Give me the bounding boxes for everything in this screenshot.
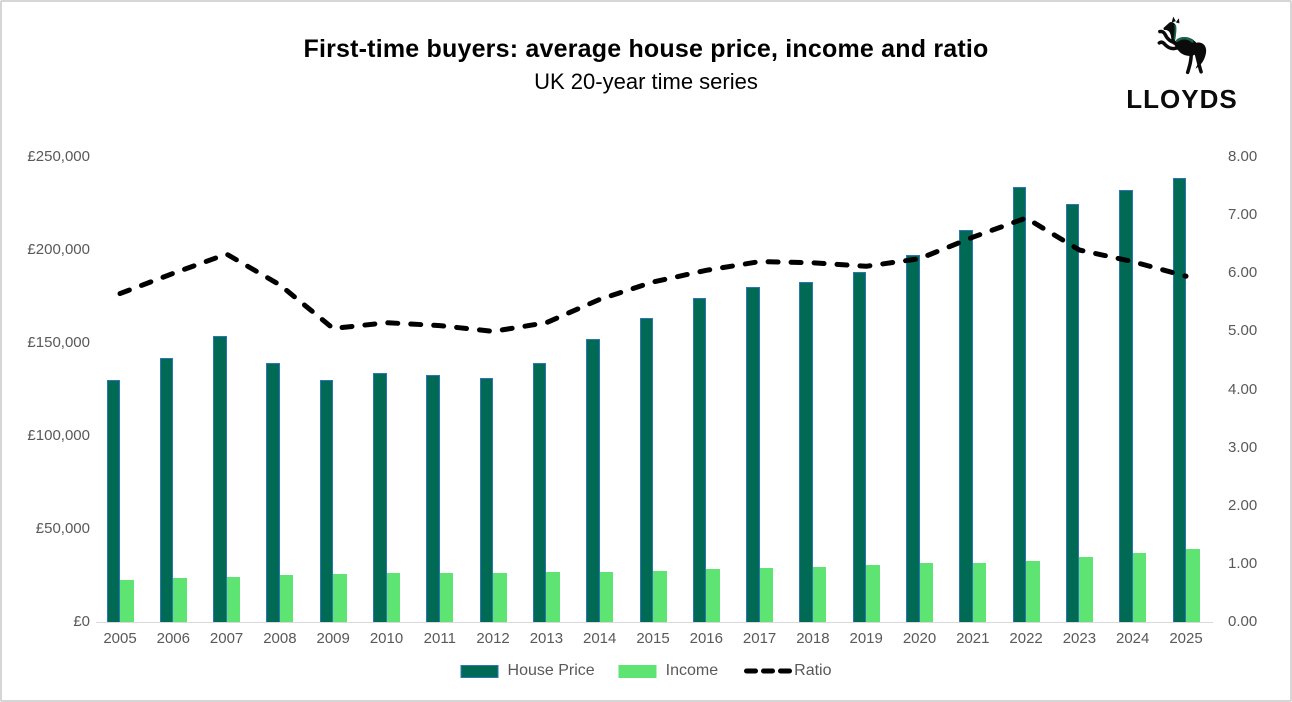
y-axis-tick-label-left: £50,000 <box>35 520 90 537</box>
y-axis-tick-label-right: 4.00 <box>1228 380 1258 398</box>
house-price-bar <box>639 317 653 622</box>
legend-label: Ratio <box>794 662 832 679</box>
x-axis-tick-label: 2007 <box>209 630 244 647</box>
house-price-bar <box>1012 186 1027 622</box>
income-bar <box>279 574 294 622</box>
lloyds-horse-icon <box>1157 16 1207 75</box>
legend-swatch-icon <box>460 664 499 678</box>
income-bar <box>173 577 187 622</box>
x-axis-tick-label: 2016 <box>689 630 723 647</box>
house-price-bar <box>373 372 387 622</box>
chart-subtitle: UK 20-year time series <box>534 69 758 94</box>
house-price-bar <box>159 357 174 622</box>
y-axis-tick-label-right: 6.00 <box>1228 264 1258 282</box>
house-price-bar <box>1172 178 1186 622</box>
house-price-bar <box>1119 189 1133 622</box>
lloyds-wordmark: LLOYDS <box>1126 84 1238 114</box>
house-price-bar <box>906 254 920 622</box>
lloyds-logo: LLOYDS <box>1114 12 1250 115</box>
x-axis-tick-label: 2023 <box>1062 630 1097 647</box>
income-bar <box>439 573 454 622</box>
house-price-bar <box>692 298 707 622</box>
y-axis-tick-label-right: 8.00 <box>1228 148 1258 165</box>
x-axis-tick-label: 2014 <box>583 630 617 647</box>
income-bar <box>759 568 774 622</box>
house-price-bar <box>426 374 440 622</box>
x-axis-tick-label: 2020 <box>902 630 937 647</box>
x-axis-tick-label: 2009 <box>316 630 350 647</box>
income-bar <box>1132 552 1147 622</box>
income-bar <box>919 563 933 622</box>
income-bar <box>653 571 667 622</box>
chart-legend: House Price Income Ratio <box>460 662 831 680</box>
y-axis-tick-label-right: 5.00 <box>1228 322 1258 340</box>
house-price-bar <box>319 380 334 622</box>
income-bar <box>866 564 880 622</box>
x-axis-tick-label: 2017 <box>742 630 777 647</box>
income-bar <box>546 572 560 622</box>
y-axis-tick-label-right: 7.00 <box>1228 206 1258 224</box>
x-axis-tick-label: 2022 <box>1009 630 1043 647</box>
x-axis-tick-label: 2025 <box>1169 630 1203 647</box>
legend-dash-icon <box>743 668 793 674</box>
y-axis-tick-label-left: £200,000 <box>27 241 90 258</box>
x-axis-tick-label: 2018 <box>796 630 830 647</box>
house-price-bar <box>852 272 867 622</box>
x-axis-tick-label: 2012 <box>476 630 510 647</box>
y-axis-tick-label-left: £250,000 <box>27 148 90 165</box>
legend-label: Income <box>665 662 719 679</box>
house-price-bar <box>532 362 547 622</box>
income-bar <box>226 576 241 622</box>
x-axis-tick-label: 2013 <box>529 630 564 647</box>
x-axis-line <box>96 622 1213 623</box>
income-bar <box>333 573 347 622</box>
income-bar <box>120 579 134 622</box>
y-axis-tick-label-right: 3.00 <box>1228 438 1258 456</box>
income-bar <box>1026 560 1040 622</box>
house-price-bar <box>959 229 973 622</box>
income-bar <box>1186 548 1200 622</box>
legend-swatch-icon <box>618 664 657 678</box>
house-price-bar <box>479 378 494 622</box>
ratio-line <box>117 215 1189 334</box>
house-price-bar <box>266 363 280 622</box>
house-price-bar <box>106 380 120 622</box>
x-axis-tick-label: 2015 <box>636 630 670 647</box>
x-axis-tick-label: 2005 <box>103 630 137 647</box>
y-axis-tick-label-right: 2.00 <box>1228 496 1258 514</box>
x-axis-tick-label: 2019 <box>849 630 883 647</box>
house-price-bar <box>213 335 227 622</box>
x-axis-tick-label: 2024 <box>1116 630 1150 647</box>
legend-label: House Price <box>507 662 595 679</box>
income-bar <box>812 566 827 622</box>
income-bar <box>493 573 507 622</box>
income-bar <box>972 562 987 622</box>
chart-header: First-time buyers: average house price, … <box>2 35 1290 95</box>
income-bar <box>386 573 400 622</box>
x-axis-tick-label: 2010 <box>369 630 404 647</box>
house-price-bar <box>799 281 813 622</box>
x-axis-tick-label: 2008 <box>263 630 297 647</box>
y-axis-tick-label-right: 0.00 <box>1228 613 1258 630</box>
income-bar <box>706 568 720 622</box>
house-price-bar <box>586 339 600 622</box>
x-axis-tick-label: 2021 <box>956 630 990 647</box>
y-axis-tick-label-right: 1.00 <box>1228 554 1258 572</box>
legend-item-income: Income <box>618 662 719 680</box>
legend-item-ratio: Ratio <box>742 662 831 680</box>
house-price-bar <box>746 287 760 622</box>
y-axis-tick-label-left: £0 <box>73 613 90 630</box>
house-price-bar <box>1065 203 1080 622</box>
income-bar <box>599 571 614 622</box>
y-axis-tick-label-left: £150,000 <box>27 334 90 351</box>
income-bar <box>1079 556 1093 622</box>
x-axis-tick-label: 2006 <box>156 630 190 647</box>
y-axis-tick-label-left: £100,000 <box>27 427 90 444</box>
legend-item-house-price: House Price <box>460 662 595 680</box>
x-axis-tick-label: 2011 <box>423 630 456 647</box>
chart-title: First-time buyers: average house price, … <box>303 35 989 63</box>
